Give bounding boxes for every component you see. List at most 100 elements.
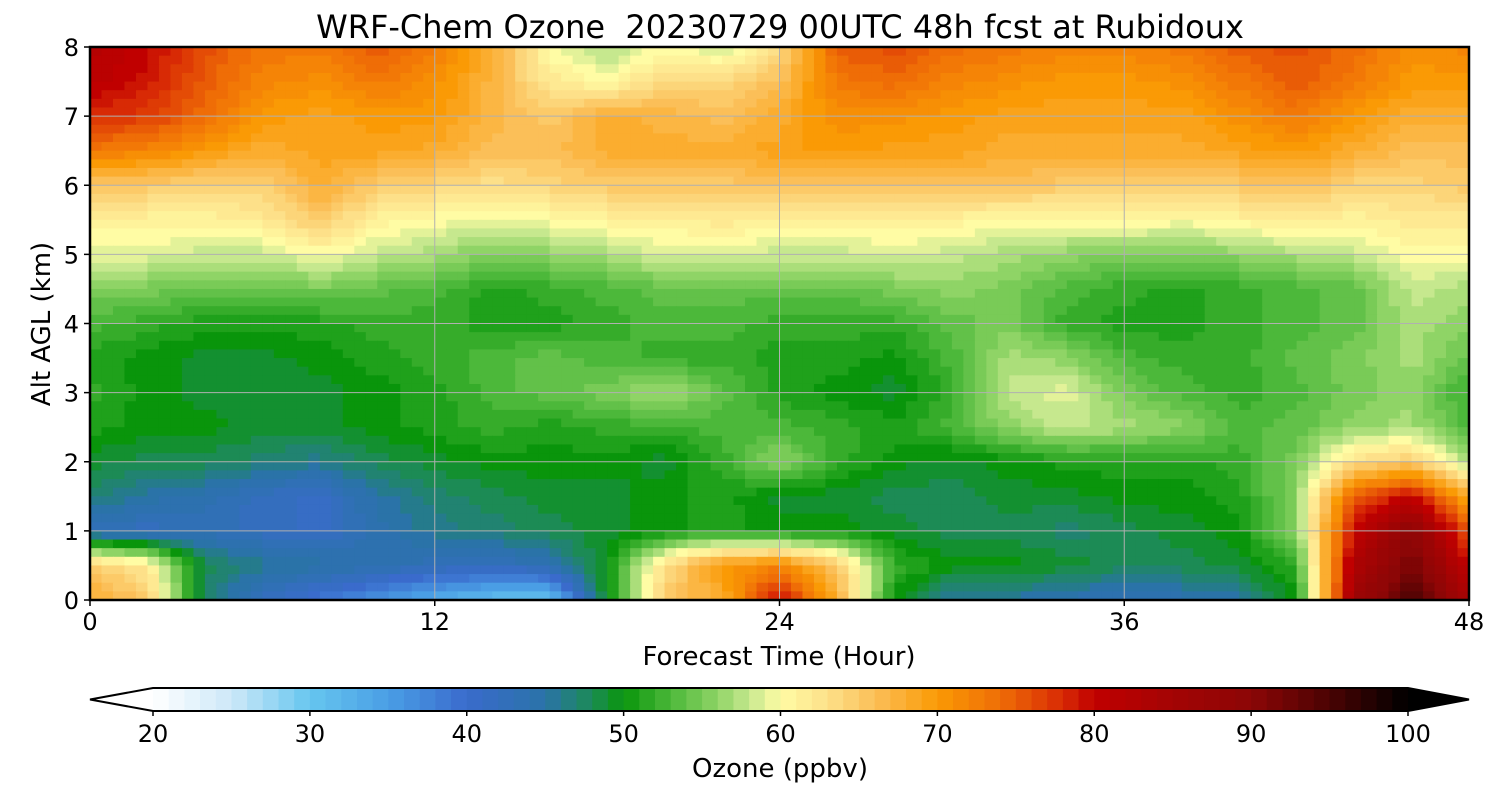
heatmap-cell bbox=[653, 124, 666, 135]
heatmap-cell bbox=[584, 383, 597, 394]
heatmap-cell bbox=[1020, 124, 1033, 135]
heatmap-cell bbox=[1112, 323, 1125, 333]
heatmap-cell bbox=[273, 47, 286, 57]
heatmap-cell bbox=[561, 401, 574, 411]
heatmap-cell bbox=[710, 202, 723, 212]
heatmap-cell bbox=[986, 167, 999, 178]
heatmap-cell bbox=[653, 228, 666, 238]
heatmap-cell bbox=[538, 150, 551, 160]
heatmap-cell bbox=[469, 133, 482, 143]
heatmap-cell bbox=[181, 383, 195, 394]
heatmap-cell bbox=[342, 142, 355, 152]
heatmap-cell bbox=[400, 47, 413, 57]
heatmap-cell bbox=[1400, 288, 1413, 299]
heatmap-cell bbox=[503, 47, 516, 57]
heatmap-cell bbox=[1158, 133, 1171, 143]
heatmap-cell bbox=[492, 107, 505, 117]
heatmap-cell bbox=[158, 323, 172, 333]
heatmap-cell bbox=[951, 211, 964, 221]
heatmap-cell bbox=[905, 271, 918, 281]
heatmap-cell bbox=[1285, 47, 1298, 57]
heatmap-cell bbox=[1296, 47, 1309, 57]
heatmap-cell bbox=[101, 98, 114, 109]
heatmap-cell bbox=[1032, 254, 1045, 264]
heatmap-cell bbox=[928, 245, 941, 255]
heatmap-cell bbox=[1423, 90, 1436, 100]
heatmap-cell bbox=[1089, 254, 1102, 264]
heatmap-cell bbox=[1078, 185, 1091, 195]
heatmap-cell bbox=[1135, 116, 1148, 126]
heatmap-cell bbox=[411, 150, 424, 160]
heatmap-cell bbox=[135, 366, 149, 376]
heatmap-cell bbox=[124, 366, 137, 376]
heatmap-cell bbox=[1204, 271, 1217, 281]
heatmap-cell bbox=[779, 202, 792, 212]
heatmap-cell bbox=[1193, 90, 1206, 100]
heatmap-cell bbox=[1158, 219, 1171, 230]
heatmap-cell bbox=[1055, 176, 1068, 186]
heatmap-cell bbox=[147, 349, 160, 359]
heatmap-cell bbox=[250, 47, 263, 57]
heatmap-cell bbox=[561, 55, 574, 65]
heatmap-cell bbox=[790, 150, 804, 160]
heatmap-cell bbox=[1423, 383, 1436, 394]
heatmap-cell bbox=[699, 254, 712, 264]
heatmap-cell bbox=[1411, 55, 1424, 65]
heatmap-cell bbox=[1112, 159, 1125, 169]
heatmap-cell bbox=[1181, 254, 1194, 264]
heatmap-cell bbox=[917, 263, 930, 273]
heatmap-cell bbox=[227, 150, 240, 160]
heatmap-cell bbox=[1009, 124, 1022, 135]
heatmap-cell bbox=[1365, 245, 1378, 255]
heatmap-cell bbox=[1400, 159, 1413, 169]
heatmap-cell bbox=[1377, 237, 1390, 247]
heatmap-cell bbox=[1388, 159, 1401, 169]
heatmap-cell bbox=[170, 193, 183, 204]
heatmap-cell bbox=[181, 159, 195, 169]
heatmap-cell bbox=[1135, 288, 1148, 299]
heatmap-cell bbox=[239, 263, 252, 273]
heatmap-cell bbox=[1434, 64, 1447, 74]
heatmap-cell bbox=[285, 55, 298, 65]
heatmap-cell bbox=[388, 133, 401, 143]
heatmap-cell bbox=[940, 98, 953, 109]
heatmap-cell bbox=[158, 297, 172, 307]
heatmap-cell bbox=[526, 150, 539, 160]
heatmap-cell bbox=[572, 254, 585, 264]
heatmap-cell bbox=[158, 98, 172, 109]
heatmap-cell bbox=[112, 167, 126, 178]
heatmap-cell bbox=[905, 47, 918, 57]
heatmap-cell bbox=[1170, 211, 1183, 221]
heatmap-cell bbox=[526, 116, 539, 126]
heatmap-cell bbox=[135, 314, 149, 325]
heatmap-cell bbox=[239, 90, 252, 100]
heatmap-cell bbox=[1158, 280, 1171, 290]
heatmap-cell bbox=[699, 392, 712, 402]
heatmap-cell bbox=[676, 202, 689, 212]
heatmap-cell bbox=[894, 124, 907, 135]
heatmap-cell bbox=[653, 107, 666, 117]
heatmap-cell bbox=[135, 306, 149, 316]
heatmap-cell bbox=[388, 306, 401, 316]
heatmap-cell bbox=[170, 202, 183, 212]
heatmap-cell bbox=[790, 306, 804, 316]
heatmap-cell bbox=[480, 55, 493, 65]
heatmap-cell bbox=[1193, 332, 1206, 342]
heatmap-cell bbox=[871, 245, 884, 255]
heatmap-cell bbox=[710, 133, 723, 143]
heatmap-cell bbox=[365, 64, 378, 74]
heatmap-cell bbox=[664, 375, 677, 385]
heatmap-cell bbox=[917, 254, 930, 264]
heatmap-cell bbox=[790, 228, 804, 238]
heatmap-cell bbox=[710, 167, 723, 178]
heatmap-cell bbox=[1377, 167, 1390, 178]
heatmap-cell bbox=[262, 358, 275, 368]
heatmap-cell bbox=[480, 383, 493, 394]
heatmap-cell bbox=[469, 98, 482, 109]
heatmap-cell bbox=[124, 142, 137, 152]
heatmap-cell bbox=[641, 90, 654, 100]
heatmap-cell bbox=[388, 202, 401, 212]
heatmap-cell bbox=[813, 271, 827, 281]
heatmap-cell bbox=[1170, 383, 1183, 394]
heatmap-cell bbox=[549, 254, 562, 264]
